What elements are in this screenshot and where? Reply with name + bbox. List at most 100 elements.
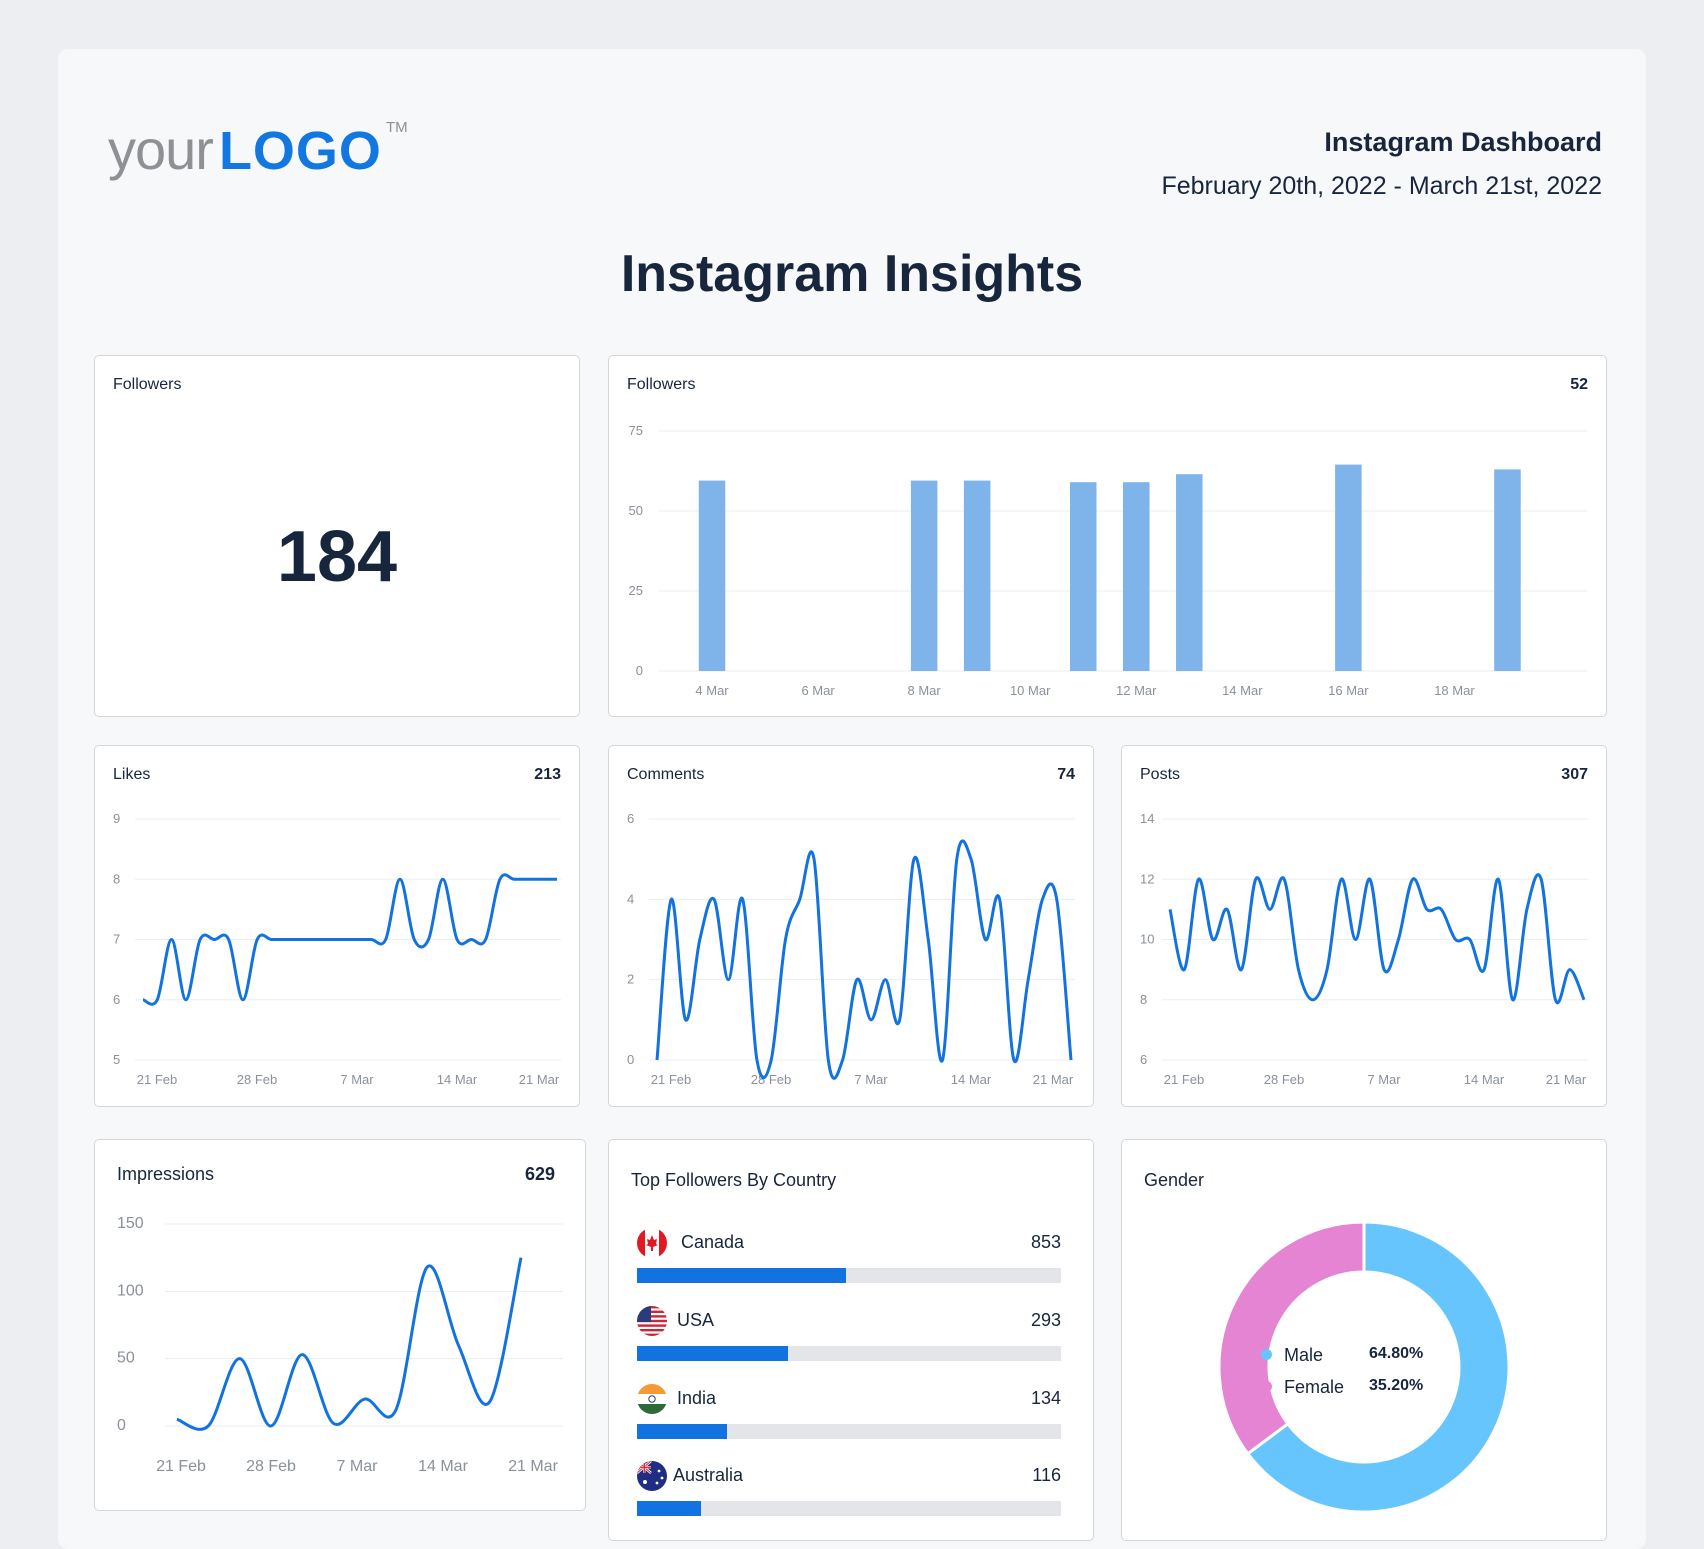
legend-male: Male 64.80% bbox=[1261, 1345, 1423, 1366]
followers-total-value: 184 bbox=[276, 517, 398, 597]
data-line bbox=[142, 873, 557, 1006]
legend-percent: 64.80% bbox=[1369, 1345, 1424, 1362]
legend-label: Female bbox=[1284, 1377, 1345, 1397]
followers-chart-card: Followers 52 0 25 50 75 4 Mar 6 Mar 8 Mar 10 Ma… bbox=[608, 355, 1607, 717]
y-tick-label: 5 bbox=[113, 1052, 120, 1067]
y-tick-label: 50 bbox=[629, 503, 643, 518]
y-tick-label: 0 bbox=[627, 1052, 634, 1067]
bar bbox=[910, 480, 938, 671]
x-tick-label: 21 Feb bbox=[1164, 1072, 1204, 1087]
country-value: 134 bbox=[1030, 1388, 1061, 1408]
x-tick-label: 21 Mar bbox=[519, 1072, 560, 1087]
country-bar-track bbox=[637, 1346, 1061, 1361]
card-total: 213 bbox=[534, 766, 561, 783]
x-tick-label: 7 Mar bbox=[337, 1458, 379, 1475]
y-tick-label: 6 bbox=[1140, 1052, 1147, 1067]
country-value: 293 bbox=[1030, 1310, 1061, 1330]
country-value: 116 bbox=[1032, 1465, 1061, 1485]
x-tick-label: 28 Feb bbox=[237, 1072, 277, 1087]
x-tick-label: 16 Mar bbox=[1328, 683, 1369, 698]
report-header: Instagram Dashboard February 20th, 2022 … bbox=[1161, 127, 1602, 201]
likes-line-chart: 5 6 7 8 9 21 Feb 28 Feb 7 Mar 14 Mar 21 Mar bbox=[113, 811, 561, 1087]
card-total: 629 bbox=[524, 1164, 555, 1184]
x-tick-label: 18 Mar bbox=[1434, 683, 1475, 698]
card-title: Followers bbox=[113, 376, 182, 393]
x-tick-label: 21 Mar bbox=[1033, 1072, 1074, 1087]
data-line bbox=[176, 1257, 523, 1431]
x-tick-label: 14 Mar bbox=[437, 1072, 478, 1087]
x-tick-label: 28 Feb bbox=[246, 1458, 296, 1475]
likes-chart-card: Likes 213 5 6 7 8 9 21 Feb 28 Feb 7 Mar 14 Mar 21… bbox=[94, 745, 580, 1107]
x-tick-label: 7 Mar bbox=[340, 1072, 374, 1087]
y-tick-label: 14 bbox=[1140, 811, 1154, 826]
x-tick-label: 14 Mar bbox=[1222, 683, 1263, 698]
y-tick-label: 0 bbox=[636, 663, 643, 678]
legend-percent: 35.20% bbox=[1369, 1377, 1424, 1394]
card-total: 74 bbox=[1057, 766, 1075, 783]
country-name: India bbox=[677, 1388, 717, 1408]
y-tick-label: 8 bbox=[1140, 992, 1147, 1007]
card-title: Top Followers By Country bbox=[631, 1170, 837, 1190]
y-tick-label: 50 bbox=[117, 1350, 135, 1367]
report-page: your LOGO TM Instagram Dashboard February … bbox=[58, 49, 1646, 1549]
data-line bbox=[1168, 873, 1586, 1005]
card-total: 52 bbox=[1570, 376, 1588, 393]
y-tick-label: 0 bbox=[117, 1417, 126, 1434]
country-bar-track bbox=[637, 1424, 1061, 1439]
data-line bbox=[655, 839, 1073, 1080]
logo-trademark: TM bbox=[385, 119, 408, 136]
male-dot-icon bbox=[1261, 1348, 1272, 1360]
y-tick-label: 2 bbox=[627, 972, 634, 987]
country-row: India 134 bbox=[637, 1384, 1061, 1442]
bar bbox=[1123, 482, 1150, 671]
usa-flag-icon bbox=[637, 1306, 667, 1336]
card-title: Gender bbox=[1144, 1170, 1205, 1190]
x-tick-label: 6 Mar bbox=[801, 683, 835, 698]
x-tick-label: 14 Mar bbox=[951, 1072, 992, 1087]
card-title: Impressions bbox=[117, 1164, 215, 1184]
bar bbox=[698, 480, 726, 671]
country-row: USA 293 bbox=[637, 1306, 1061, 1364]
comments-line-chart: 0 2 4 6 21 Feb 28 Feb 7 Mar 14 Mar 21 Mar bbox=[627, 811, 1075, 1087]
x-tick-label: 21 Feb bbox=[137, 1072, 177, 1087]
y-tick-label: 25 bbox=[629, 583, 643, 598]
legend-label: Male bbox=[1284, 1345, 1324, 1365]
y-tick-label: 75 bbox=[629, 423, 643, 438]
company-logo: your LOGO TM bbox=[108, 117, 408, 182]
x-tick-label: 4 Mar bbox=[695, 683, 729, 698]
australia-flag-icon bbox=[637, 1461, 667, 1491]
followers-total-card: Followers 184 bbox=[94, 355, 580, 717]
x-tick-label: 7 Mar bbox=[1367, 1072, 1401, 1087]
comments-chart-card: Comments 74 0 2 4 6 21 Feb 28 Feb 7 Mar 14 Mar 2… bbox=[608, 745, 1094, 1107]
female-dot-icon bbox=[1261, 1380, 1272, 1392]
bar bbox=[1176, 474, 1203, 671]
bar bbox=[963, 480, 991, 671]
country-bar-track bbox=[637, 1268, 1061, 1283]
y-tick-label: 10 bbox=[1140, 932, 1154, 947]
country-name: Australia bbox=[673, 1465, 744, 1485]
y-tick-label: 6 bbox=[113, 992, 120, 1007]
country-name: USA bbox=[677, 1310, 715, 1330]
india-flag-icon bbox=[637, 1384, 667, 1414]
x-tick-label: 14 Mar bbox=[418, 1458, 468, 1475]
card-title: Likes bbox=[113, 766, 151, 783]
bar bbox=[1069, 482, 1097, 671]
x-tick-label: 28 Feb bbox=[751, 1072, 791, 1087]
country-name: Canada bbox=[681, 1232, 745, 1252]
bar bbox=[1335, 464, 1362, 671]
y-tick-label: 100 bbox=[117, 1282, 144, 1299]
x-tick-label: 12 Mar bbox=[1116, 683, 1157, 698]
page-title: Instagram Insights bbox=[620, 245, 1084, 303]
y-tick-label: 7 bbox=[113, 932, 120, 947]
card-total: 307 bbox=[1561, 766, 1588, 783]
donut-slice bbox=[1217, 1220, 1366, 1456]
logo-brand-text: LOGO bbox=[218, 121, 382, 181]
dashboard-title: Instagram Dashboard bbox=[1324, 127, 1602, 157]
y-tick-label: 12 bbox=[1140, 871, 1154, 886]
logo-your-text: your bbox=[108, 118, 214, 181]
posts-chart-card: Posts 307 6 8 10 12 14 21 Feb 28 Feb 7 Mar 14 Ma… bbox=[1121, 745, 1607, 1107]
followers-bar-chart: 0 25 50 75 4 Mar 6 Mar 8 Mar 10 Mar 12 Mar 14 Mar… bbox=[629, 423, 1587, 698]
x-tick-label: 10 Mar bbox=[1010, 683, 1051, 698]
country-bar-fill bbox=[637, 1424, 728, 1439]
impressions-chart-card: Impressions 629 0 50 100 150 21 Feb 28 Feb 7 M… bbox=[94, 1139, 586, 1511]
